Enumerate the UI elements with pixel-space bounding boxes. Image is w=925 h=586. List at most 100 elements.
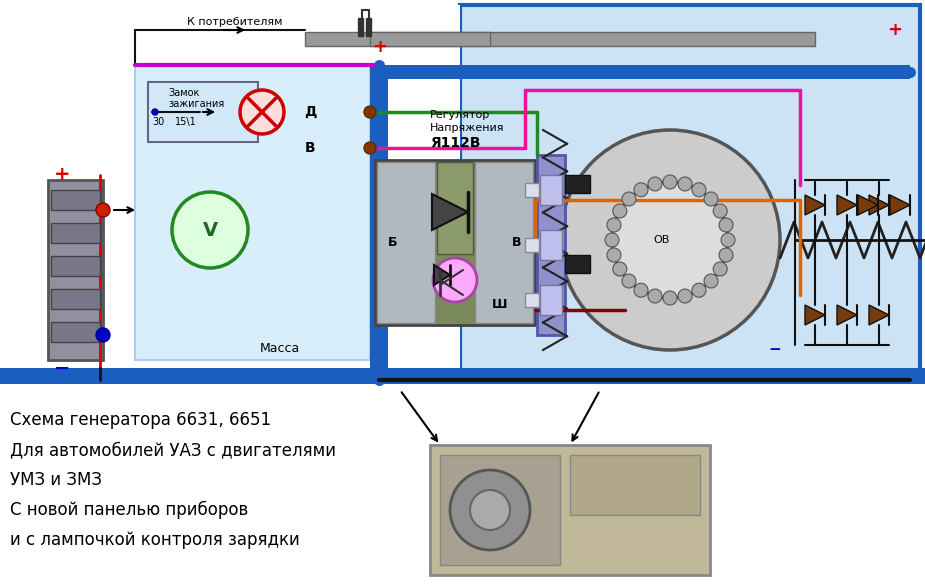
Circle shape: [433, 258, 477, 302]
Text: Напряжения: Напряжения: [430, 123, 504, 133]
Circle shape: [692, 183, 706, 197]
Bar: [48, 180, 103, 360]
Text: ОВ: ОВ: [654, 235, 671, 245]
Bar: [148, 82, 258, 142]
Polygon shape: [434, 265, 450, 285]
Text: −: −: [769, 342, 782, 357]
Text: Б: Б: [388, 236, 398, 248]
Circle shape: [663, 291, 677, 305]
Circle shape: [96, 328, 110, 342]
Circle shape: [470, 490, 510, 530]
Polygon shape: [890, 195, 910, 215]
Circle shape: [607, 218, 621, 232]
Circle shape: [605, 233, 619, 247]
Circle shape: [704, 274, 718, 288]
Bar: [370, 32, 490, 46]
Bar: [377, 162, 435, 323]
Bar: [565, 175, 590, 193]
Text: +: +: [373, 38, 388, 56]
Bar: [370, 65, 388, 375]
Bar: [51, 289, 100, 309]
Polygon shape: [805, 195, 825, 215]
Bar: [375, 160, 535, 325]
Bar: [460, 5, 920, 375]
Bar: [525, 293, 539, 307]
Text: Ш: Ш: [492, 298, 508, 312]
Text: 15\1: 15\1: [175, 117, 197, 127]
Bar: [475, 162, 533, 323]
Circle shape: [560, 130, 780, 350]
Circle shape: [612, 262, 627, 276]
Text: и с лампочкой контроля зарядки: и с лампочкой контроля зарядки: [10, 531, 300, 549]
Bar: [358, 18, 363, 36]
Circle shape: [364, 106, 376, 118]
Circle shape: [240, 90, 284, 134]
Text: В: В: [304, 141, 315, 155]
Bar: [440, 455, 560, 565]
Text: Д: Д: [303, 105, 316, 119]
Text: 30: 30: [152, 117, 165, 127]
Text: Для автомобилей УАЗ с двигателями: Для автомобилей УАЗ с двигателями: [10, 441, 336, 459]
Circle shape: [612, 182, 728, 298]
Bar: [51, 190, 100, 210]
Bar: [570, 455, 700, 515]
Polygon shape: [869, 305, 889, 325]
Circle shape: [663, 175, 677, 189]
Bar: [370, 65, 910, 79]
Circle shape: [450, 470, 530, 550]
Circle shape: [152, 109, 158, 115]
Text: Регулятор: Регулятор: [430, 110, 490, 120]
Polygon shape: [837, 305, 857, 325]
Bar: [135, 65, 370, 360]
Text: Я112В: Я112В: [430, 136, 480, 150]
Text: К потребителям: К потребителям: [187, 17, 283, 27]
Text: Схема генератора 6631, 6651: Схема генератора 6631, 6651: [10, 411, 271, 429]
Bar: [305, 32, 815, 46]
Bar: [540, 230, 562, 260]
Circle shape: [172, 192, 248, 268]
Text: Масса: Масса: [260, 342, 301, 355]
Circle shape: [704, 192, 718, 206]
Polygon shape: [858, 195, 878, 215]
Bar: [51, 322, 100, 342]
Polygon shape: [432, 194, 468, 230]
Circle shape: [364, 142, 376, 154]
Circle shape: [648, 289, 662, 303]
Bar: [540, 285, 562, 315]
Bar: [51, 256, 100, 276]
Bar: [537, 155, 565, 335]
Bar: [0, 5, 460, 375]
Bar: [430, 445, 710, 575]
Circle shape: [713, 262, 727, 276]
Circle shape: [713, 204, 727, 218]
Bar: [525, 238, 539, 252]
Text: Замок: Замок: [168, 88, 200, 98]
Bar: [0, 368, 925, 384]
Text: С новой панелью приборов: С новой панелью приборов: [10, 501, 248, 519]
Text: +: +: [887, 21, 903, 39]
Text: зажигания: зажигания: [168, 99, 224, 109]
Circle shape: [678, 289, 692, 303]
Circle shape: [96, 203, 110, 217]
Circle shape: [721, 233, 735, 247]
Bar: [366, 18, 371, 36]
Polygon shape: [837, 195, 857, 215]
Bar: [525, 183, 539, 197]
Polygon shape: [869, 195, 889, 215]
Text: −: −: [54, 359, 70, 377]
Text: +: +: [54, 165, 70, 185]
Circle shape: [648, 177, 662, 191]
Circle shape: [612, 204, 627, 218]
Polygon shape: [805, 305, 825, 325]
Circle shape: [634, 283, 648, 297]
Text: УМЗ и ЗМЗ: УМЗ и ЗМЗ: [10, 471, 102, 489]
Circle shape: [622, 274, 636, 288]
Circle shape: [719, 248, 733, 262]
Bar: [51, 223, 100, 243]
Circle shape: [607, 248, 621, 262]
Bar: [437, 162, 473, 254]
Circle shape: [634, 183, 648, 197]
Circle shape: [622, 192, 636, 206]
Text: V: V: [203, 220, 217, 240]
Circle shape: [692, 283, 706, 297]
